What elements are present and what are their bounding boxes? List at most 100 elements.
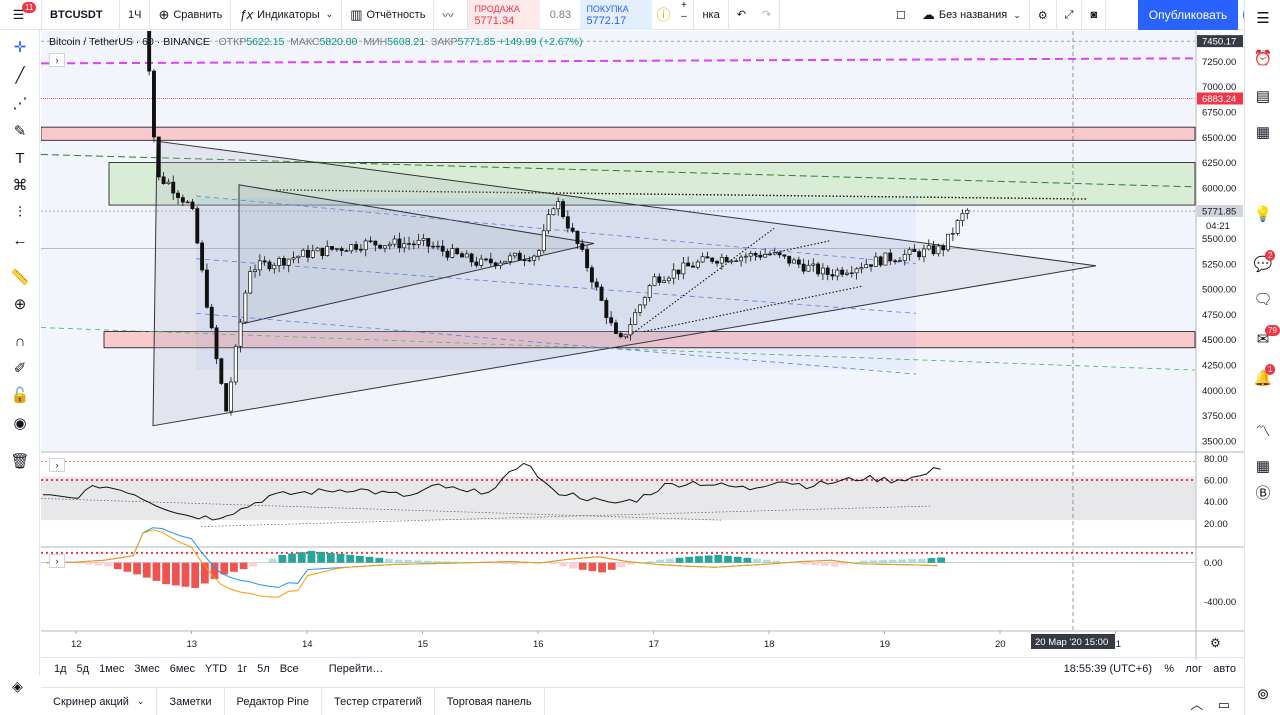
macd-pane-arrow[interactable]: › [49, 554, 65, 568]
lock-icon[interactable]: 🔓 [10, 387, 30, 404]
fib-icon[interactable]: ⋰ [12, 95, 28, 112]
buy-button[interactable]: ПОКУПКА 5772.17 [580, 0, 653, 30]
macd-hist-bar [520, 562, 529, 564]
rsi-pane-arrow[interactable]: › [49, 458, 65, 472]
symbol-search-button[interactable]: BTCUSDT [42, 0, 120, 30]
macd-hist-bar [840, 562, 849, 565]
trendline-icon[interactable]: ╱ [15, 67, 25, 84]
sparkline-icon[interactable]: 〰 [434, 0, 469, 30]
range-3m[interactable]: 3мес [134, 662, 160, 675]
range-5d[interactable]: 5д [76, 662, 90, 675]
range-1y[interactable]: 1г [237, 662, 248, 675]
qty-stepper[interactable]: + – [674, 0, 695, 30]
alarm-clock-icon[interactable]: ⏰ [1253, 50, 1273, 67]
clock[interactable]: 18:55:39 (UTC+6) [1063, 663, 1152, 675]
bell-icon[interactable]: 🔔 1 [1245, 364, 1280, 392]
candle-body [464, 253, 469, 258]
main-menu-button[interactable]: ☰ 11 [0, 0, 42, 30]
range-5y[interactable]: 5л [257, 662, 270, 675]
candle-body [917, 251, 922, 258]
sell-button[interactable]: ПРОДАЖА 5771.34 [468, 0, 541, 30]
magnet-icon[interactable]: ∩ [14, 332, 26, 350]
candle-body [479, 258, 484, 266]
tab-screener[interactable]: Скринер акций ⌄ [41, 687, 158, 715]
zoom-icon[interactable]: ⊕ [13, 296, 27, 313]
layout-name-button[interactable]: ☁ Без названия ⌄ [914, 0, 1030, 30]
reports-label: Отчётность [366, 8, 426, 21]
indicators-button[interactable]: ƒx Индикаторы ⌄ [231, 0, 343, 30]
goto-date-button[interactable]: Перейти… [328, 662, 384, 675]
price-tick-label: 3750.00 [1202, 411, 1236, 422]
fullscreen-square-icon[interactable]: ☐ [896, 9, 906, 22]
candle-body [387, 243, 392, 247]
macd-hist-bar [859, 560, 868, 563]
candle-body [599, 286, 604, 301]
macd-hist-bar [772, 560, 781, 563]
publish-button[interactable]: Опубликовать [1138, 0, 1238, 30]
candle-body [859, 267, 864, 270]
chevron-down-icon: ⌄ [1013, 9, 1021, 20]
candle-body [306, 249, 310, 258]
text-icon[interactable]: T [15, 149, 25, 167]
replay-button[interactable]: нка [694, 0, 729, 30]
pulse-icon[interactable]: 〽 [1255, 422, 1271, 440]
bitcoin-icon[interactable]: Ⓑ [1255, 484, 1271, 502]
compare-button[interactable]: ⊕ Сравнить [150, 0, 232, 30]
watchlist-icon[interactable]: ☰ [1256, 10, 1270, 27]
plus-icon[interactable]: + [681, 0, 687, 11]
range-all[interactable]: Все [279, 662, 299, 675]
expand-icon[interactable]: ⤢ [1057, 0, 1083, 30]
range-ytd[interactable]: YTD [205, 662, 228, 675]
settings-gear-icon[interactable]: ⚙ [1030, 0, 1057, 30]
calendar-icon[interactable]: ▦ [1255, 124, 1271, 141]
brush-icon[interactable]: ✎ [13, 123, 27, 140]
minus-icon[interactable]: – [681, 10, 687, 22]
back-arrow-icon[interactable]: ← [12, 231, 28, 249]
tab-trading-panel[interactable]: Торговая панель [435, 687, 545, 715]
tab-pine-editor[interactable]: Редактор Pine [225, 687, 322, 715]
redo-icon[interactable]: ↷ [754, 0, 781, 30]
hotlist-icon[interactable]: ▦ [1255, 458, 1271, 475]
range-6m[interactable]: 6мес [169, 662, 196, 675]
ruler-icon[interactable]: 📏 [10, 269, 30, 286]
data-window-icon[interactable]: ▤ [1255, 88, 1271, 105]
trash-icon[interactable]: 🗑 [10, 453, 30, 470]
prediction-icon[interactable]: ⫶ [18, 203, 22, 221]
auto-toggle[interactable]: авто [1213, 663, 1236, 675]
layers-icon[interactable]: ◈ [12, 678, 23, 694]
log-toggle[interactable]: лог [1185, 663, 1202, 675]
spread-value: 0.83 [549, 8, 572, 21]
lock-draw-icon[interactable]: ✐ [13, 360, 27, 377]
chat-icon[interactable]: 💬 2 [1245, 250, 1280, 278]
camera-icon[interactable]: ◙ [1082, 0, 1107, 30]
candle-body [888, 252, 893, 262]
range-1m[interactable]: 1мес [99, 662, 125, 675]
legend-collapse-arrow[interactable]: › [49, 53, 65, 67]
cloud-icon: ☁ [921, 7, 935, 22]
chart-canvas[interactable]: 7250.00 7000.00 6750.00 6500.00 6250.00 6000.… [41, 31, 1244, 660]
ideas-icon[interactable]: 💡 [1253, 206, 1273, 223]
axis-settings-gear-icon[interactable]: ⚙ [1210, 636, 1221, 650]
macd-hist-bar [307, 550, 316, 563]
eye-icon[interactable]: ◉ [13, 415, 27, 432]
large-triangle [152, 140, 1097, 427]
streams-icon[interactable]: 🗨 [1253, 291, 1273, 308]
time-tick-label: 14 [302, 639, 313, 650]
help-icon[interactable]: ⊚ [1256, 686, 1270, 703]
macd-hist-bar [249, 562, 258, 567]
messages-icon[interactable]: ✉ 79 [1245, 325, 1280, 353]
undo-icon[interactable]: ↶ [736, 9, 746, 21]
reports-button[interactable]: ▥ Отчётность [342, 0, 435, 30]
range-1d[interactable]: 1д [54, 662, 67, 675]
chevron-up-icon[interactable]: ︿ [1190, 697, 1204, 712]
info-icon[interactable]: ⓘ [656, 6, 671, 23]
crosshair-icon[interactable]: ✛ [13, 39, 27, 56]
tab-notes[interactable]: Заметки [157, 687, 225, 715]
bottom-panel: Скринер акций ⌄ Заметки Редактор Pine Тес… [41, 687, 1244, 715]
maximize-icon[interactable]: ▭ [1217, 697, 1230, 712]
interval-button[interactable]: 1Ч [120, 0, 151, 30]
candle-body [801, 263, 806, 272]
tab-strategy-tester[interactable]: Тестер стратегий [322, 687, 435, 715]
pattern-icon[interactable]: ⌘ [12, 177, 28, 194]
percent-toggle[interactable]: % [1164, 663, 1174, 675]
